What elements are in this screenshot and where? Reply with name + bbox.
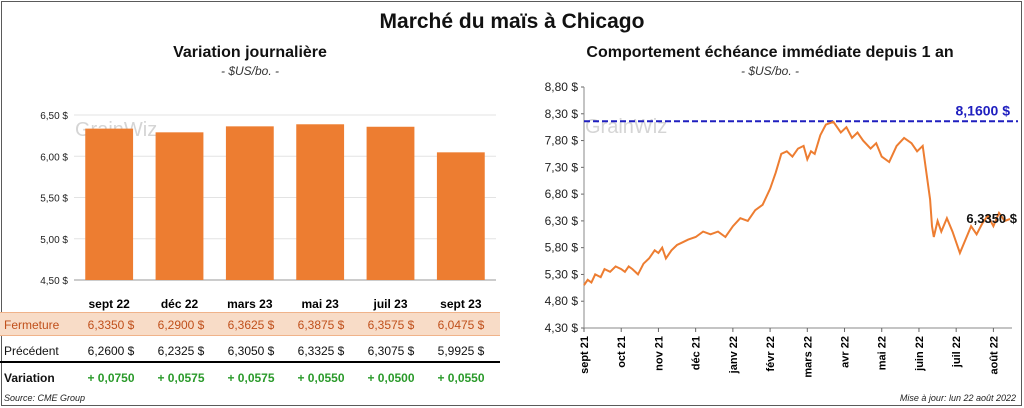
- page-title: Marché du maïs à Chicago: [379, 10, 645, 33]
- row-label-variation: Variation: [4, 371, 55, 385]
- left-panel-subtitle: - $US/bo. -: [220, 64, 280, 78]
- close-cell: 6,3350 $: [87, 318, 135, 332]
- prev-cell: 6,2325 $: [157, 344, 205, 358]
- update-note: Mise à jour: lun 22 août 2022: [899, 393, 1016, 403]
- left-panel-title: Variation journalière: [173, 44, 327, 61]
- x-category-label: mars 23: [227, 297, 273, 311]
- y-tick-label: 4,80 $: [545, 294, 579, 308]
- bar: [436, 152, 485, 280]
- close-cell: 6,3625 $: [227, 318, 275, 332]
- right-panel-title: Comportement échéance immédiate depuis 1…: [586, 44, 954, 61]
- prev-cell: 6,2600 $: [87, 344, 135, 358]
- var-cell: + 0,0750: [87, 371, 135, 385]
- x-tick-label: oct 21: [616, 336, 628, 368]
- x-category-label: sept 22: [88, 297, 130, 311]
- x-tick-label: sept 21: [579, 336, 591, 374]
- table-row-variation: Variation + 0,0750 + 0,0575 + 0,0575 + 0…: [0, 366, 500, 390]
- close-cell: 6,3875 $: [297, 318, 345, 332]
- var-cell: + 0,0575: [157, 371, 205, 385]
- table-row-previous: Précédent 6,2600 $ 6,2325 $ 6,3050 $ 6,3…: [0, 339, 500, 363]
- reference-label: 8,1600 $: [956, 102, 1011, 118]
- x-tick-label: déc 21: [691, 336, 703, 370]
- x-category-label: déc 22: [161, 297, 199, 311]
- var-cell: + 0,0500: [367, 371, 415, 385]
- y-tick-label: 6,80 $: [545, 187, 579, 201]
- y-tick-label: 6,30 $: [545, 214, 579, 228]
- x-tick-label: mai 22: [877, 336, 889, 370]
- x-tick-label: janv 22: [728, 336, 740, 374]
- close-cell: 6,2900 $: [157, 318, 205, 332]
- x-tick-label: avr 22: [840, 336, 852, 368]
- var-cell: + 0,0575: [227, 371, 275, 385]
- bar-chart: GrainWiz 4,50 $5,00 $5,50 $6,00 $6,50 $ …: [40, 111, 496, 311]
- prev-cell: 6,3325 $: [297, 344, 345, 358]
- y-tick-label: 8,80 $: [545, 80, 579, 94]
- var-cell: + 0,0550: [297, 371, 345, 385]
- row-label-previous: Précédent: [4, 344, 59, 358]
- last-value-label: 6,3350 $: [966, 211, 1017, 226]
- x-tick-label: juin 22: [914, 336, 926, 372]
- right-panel-subtitle: - $US/bo. -: [740, 64, 800, 78]
- y-tick-label: 7,30 $: [545, 160, 579, 174]
- x-tick-label: févr 22: [765, 336, 777, 371]
- bar: [85, 128, 134, 280]
- y-tick-label: 6,00 $: [40, 152, 68, 163]
- x-tick-label: juil 22: [951, 336, 963, 368]
- close-cell: 6,0475 $: [437, 318, 485, 332]
- y-tick-label: 5,00 $: [40, 235, 68, 246]
- y-tick-label: 5,80 $: [545, 241, 579, 255]
- bar: [366, 126, 415, 280]
- bar: [296, 124, 345, 280]
- prev-cell: 5,9925 $: [437, 344, 485, 358]
- x-tick-label: août 22: [988, 336, 1000, 375]
- close-cell: 6,3575 $: [367, 318, 415, 332]
- y-tick-label: 4,30 $: [545, 321, 579, 335]
- x-tick-label: nov 21: [653, 336, 665, 371]
- y-tick-label: 6,50 $: [40, 111, 68, 122]
- table-row-close: Fermeture 6,3350 $ 6,2900 $ 6,3625 $ 6,3…: [0, 312, 500, 336]
- x-tick-label: mars 22: [802, 336, 814, 378]
- y-tick-label: 5,30 $: [545, 267, 579, 281]
- source-note: Source: CME Group: [4, 393, 86, 403]
- bar: [155, 132, 204, 280]
- x-category-label: mai 23: [301, 297, 339, 311]
- watermark: GrainWiz: [585, 116, 667, 138]
- prev-cell: 6,3050 $: [227, 344, 275, 358]
- y-tick-label: 8,30 $: [545, 107, 579, 121]
- y-tick-label: 5,50 $: [40, 194, 68, 205]
- x-category-label: juil 23: [372, 297, 407, 311]
- x-category-label: sept 23: [440, 297, 482, 311]
- y-tick-label: 7,80 $: [545, 134, 579, 148]
- line-chart: GrainWiz 4,30 $ 4,80 $ 5,30 $ 5,80 $ 6,30 $ 6…: [545, 80, 1018, 378]
- prev-cell: 6,3075 $: [367, 344, 415, 358]
- y-tick-label: 4,50 $: [40, 276, 68, 287]
- row-label-close: Fermeture: [4, 318, 60, 332]
- bar: [225, 126, 274, 280]
- var-cell: + 0,0550: [437, 371, 485, 385]
- price-series: [583, 120, 1011, 286]
